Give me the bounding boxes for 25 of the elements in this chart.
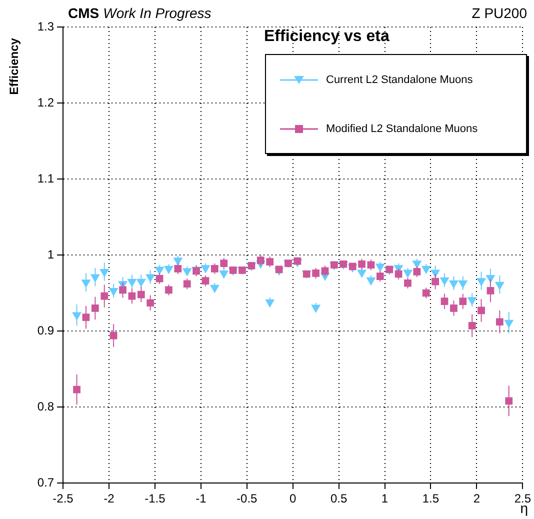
legend-label: Current L2 Standalone Muons [326,74,473,86]
x-tick-label: 2.5 [514,492,532,506]
legend-label: Modified L2 Standalone Muons [326,122,478,134]
text: Work In Progress [103,5,212,21]
x-tick-label: -0.5 [236,492,258,506]
y-tick-label: 0.9 [37,323,54,338]
x-tick-label: -1 [196,492,207,506]
y-tick-label: 1.2 [37,95,54,110]
x-tick-label: -2.5 [52,492,74,506]
text: CMS [68,5,100,21]
chart-title: Efficiency vs eta [264,28,390,46]
y-tick-label: 0.8 [37,399,54,414]
x-tick-label: -2 [104,492,115,506]
y-axis-title: Efficiency [6,38,22,95]
x-tick-label: 0 [289,492,296,506]
x-tick-label: 2 [473,492,480,506]
x-tick-label: 1 [381,492,388,506]
y-tick-label: 1.3 [37,19,54,34]
text: Z PU200 [472,5,527,21]
y-tick-label: 1 [47,247,54,262]
y-tick-label: 0.7 [37,475,54,490]
x-tick-label: 1.5 [422,492,440,506]
x-tick-label: 0.5 [330,492,348,506]
y-tick-label: 1.1 [37,171,54,186]
x-tick-label: -1.5 [144,492,166,506]
